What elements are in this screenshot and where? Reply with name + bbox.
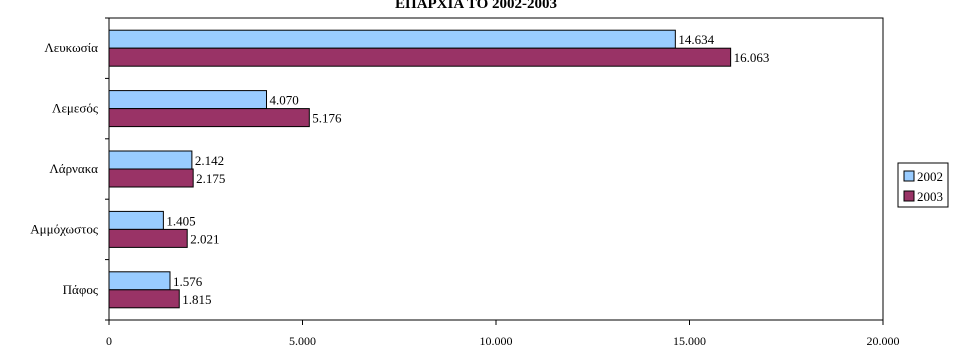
bar-2003-1: [108, 108, 310, 128]
category-label: Λεμεσός: [52, 101, 99, 116]
x-tick-label: 5.000: [289, 334, 316, 348]
category-label: Λευκωσία: [44, 40, 98, 55]
x-tick-label: 0: [106, 334, 112, 348]
data-label: 1.576: [173, 274, 203, 289]
legend: 2002 2003: [897, 162, 949, 208]
data-label: 2.142: [195, 153, 224, 168]
category-label: Λάρνακα: [49, 161, 98, 176]
category-label: Πάφος: [63, 282, 99, 297]
data-label: 14.634: [678, 32, 714, 47]
bars-group: 14.634 16.063 4.070 5.176 2.142 2.175 1.405 2.0…: [108, 29, 770, 309]
x-tick-label: 10.000: [480, 334, 513, 348]
data-label: 5.176: [312, 111, 342, 126]
bar-2002-1: [108, 90, 268, 110]
x-tick-label: 20.000: [867, 334, 900, 348]
bar-2002-4: [108, 271, 171, 291]
data-label: 16.063: [734, 50, 770, 65]
legend-swatch-2003: [903, 190, 915, 202]
bar-2002-0: [108, 29, 676, 49]
data-label: 2.175: [196, 171, 225, 186]
bar-2003-2: [108, 168, 194, 188]
legend-label-2003: 2003: [917, 189, 943, 204]
bar-2003-0: [108, 47, 732, 67]
data-label: 1.405: [166, 213, 195, 228]
x-axis: Λευκωσία Λεμεσός Λάρνακα Αμμόχωστος Πάφος 0 5.…: [30, 17, 900, 348]
legend-swatch-2002: [903, 170, 915, 182]
bar-2002-2: [108, 150, 193, 170]
chart-title: ΕΠΑΡΧΙΑ ΤΟ 2002-2003: [395, 0, 557, 12]
bar-2003-4: [108, 289, 180, 309]
bar-2003-3: [108, 228, 188, 248]
plot-area: [108, 17, 884, 321]
legend-label-2002: 2002: [917, 169, 943, 184]
category-label: Αμμόχωστος: [30, 221, 99, 236]
x-tick-label: 15.000: [673, 334, 706, 348]
data-label: 2.021: [190, 231, 219, 246]
data-label: 1.815: [182, 292, 211, 307]
bar-2002-3: [108, 210, 164, 230]
data-label: 4.070: [270, 93, 299, 108]
